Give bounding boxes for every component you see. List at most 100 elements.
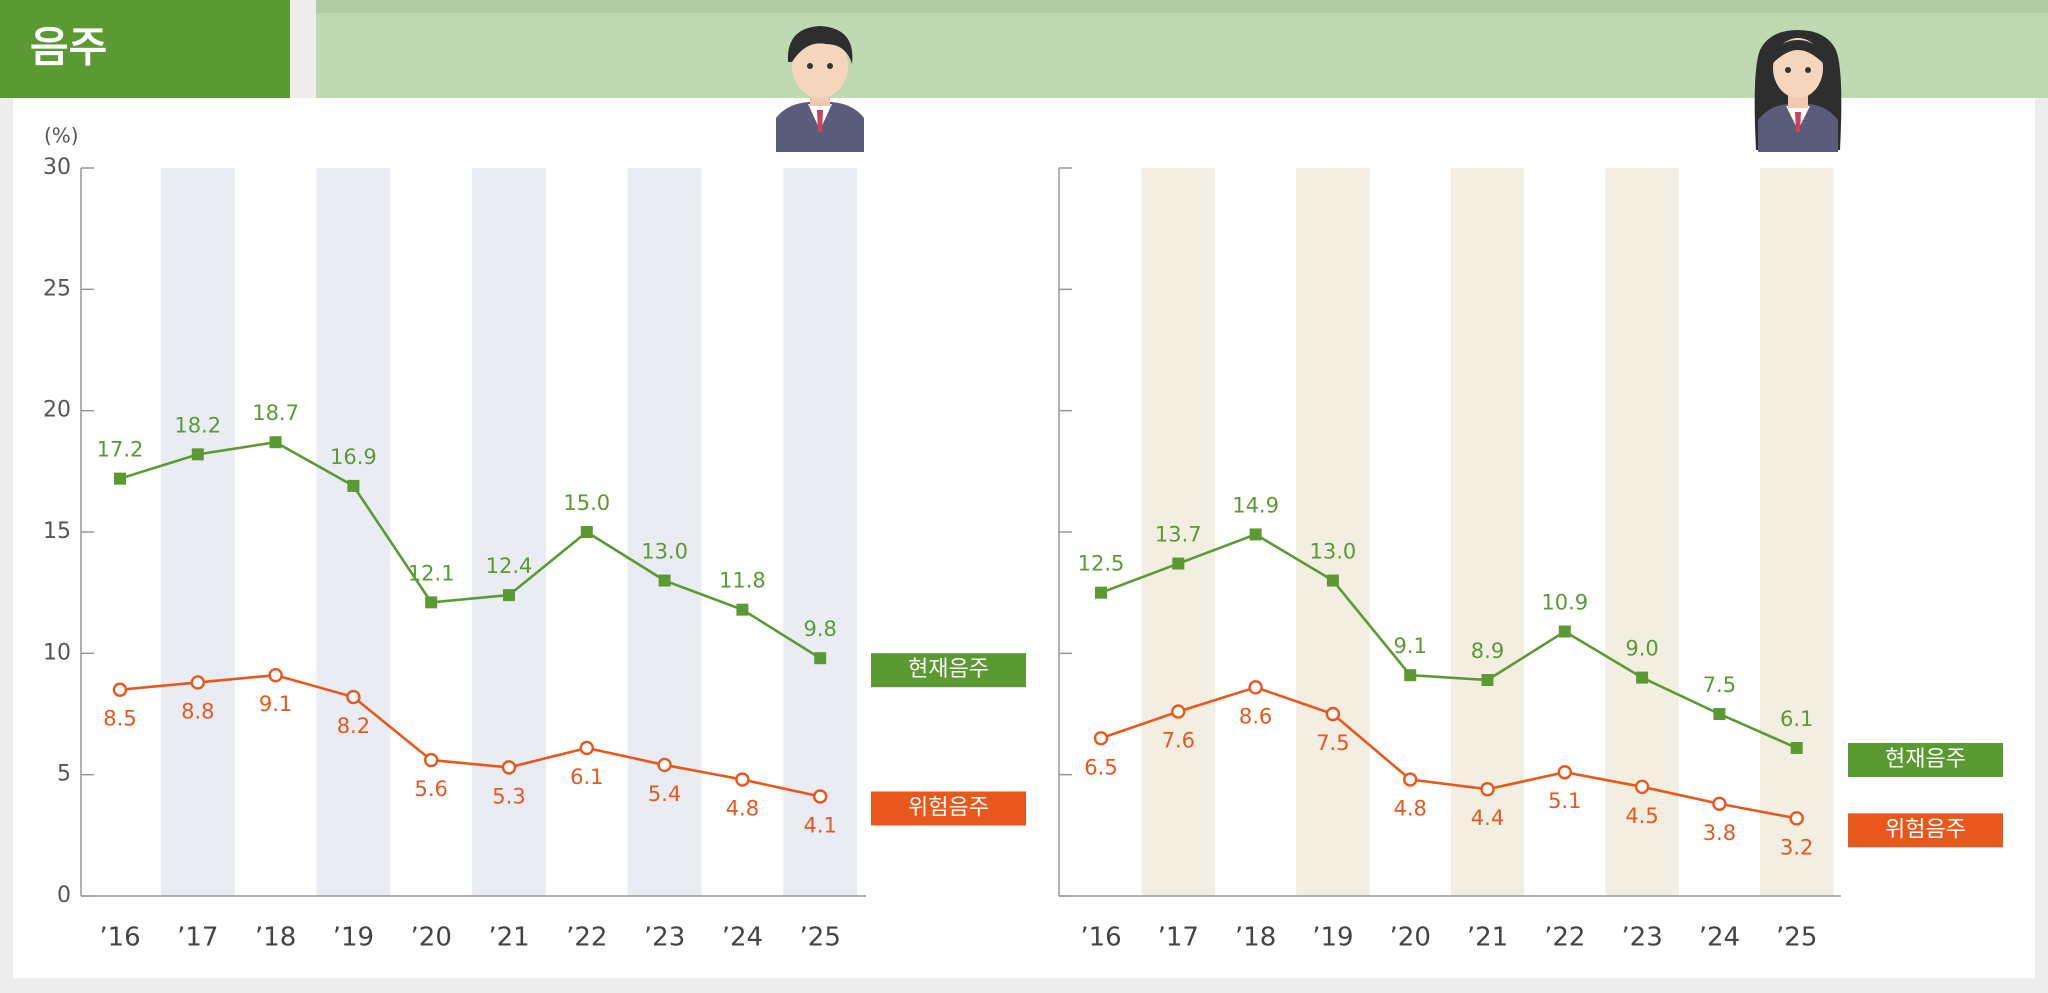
y-tick-label: 10	[43, 640, 71, 665]
point	[425, 596, 438, 609]
x-tick-label: ’18	[255, 923, 296, 953]
x-tick-label: ’24	[1699, 923, 1740, 953]
value-label: 13.0	[641, 540, 688, 564]
value-label: 12.1	[408, 561, 455, 585]
value-label: 9.1	[259, 692, 292, 716]
point	[1171, 704, 1186, 719]
value-label: 13.7	[1155, 523, 1202, 547]
x-tick-label: ’22	[1544, 923, 1585, 953]
point	[1790, 741, 1803, 754]
value-label: 3.8	[1703, 821, 1736, 845]
value-label: 14.9	[1232, 493, 1279, 517]
series-line	[119, 440, 821, 660]
point	[1404, 669, 1417, 682]
value-label: 4.8	[726, 797, 759, 821]
value-label: 9.1	[1393, 634, 1426, 658]
value-label: 13.0	[1310, 540, 1357, 564]
value-label: 12.4	[486, 554, 533, 578]
point	[268, 667, 283, 683]
x-tick-label: ’16	[1080, 923, 1121, 953]
value-label: 8.8	[181, 699, 214, 723]
x-tick-label: ’19	[1312, 923, 1353, 953]
series-line	[1100, 532, 1798, 750]
header-strip	[316, 0, 2048, 13]
point	[657, 757, 672, 773]
point	[347, 479, 360, 492]
legend-label: 현재음주	[908, 657, 989, 682]
x-tick-label: ’16	[99, 923, 140, 953]
boy-icon	[776, 26, 864, 152]
point	[814, 652, 827, 665]
y-tick-label: 15	[43, 519, 71, 544]
legend-label: 위험음주	[908, 796, 989, 821]
point	[190, 675, 206, 690]
value-label: 18.7	[252, 401, 299, 425]
y-tick-label: 0	[57, 883, 71, 908]
point	[580, 526, 593, 538]
y-tick-label: 20	[43, 398, 71, 423]
value-label: 4.4	[1471, 806, 1504, 830]
header-title: 음주	[30, 23, 107, 72]
point	[1093, 731, 1109, 746]
column-band	[160, 168, 235, 896]
x-tick-label: ’20	[1390, 923, 1431, 953]
value-label: 12.5	[1078, 552, 1125, 576]
value-label: 5.6	[414, 777, 447, 801]
point	[813, 789, 828, 804]
value-label: 5.1	[1548, 789, 1581, 813]
value-label: 4.8	[1393, 797, 1426, 821]
x-tick-label: ’21	[1467, 923, 1508, 953]
value-label: 3.2	[1780, 835, 1813, 859]
x-tick-label: ’23	[644, 923, 685, 953]
value-label: 9.8	[803, 617, 836, 641]
panel	[13, 98, 2035, 978]
series-line	[119, 673, 821, 798]
value-label: 5.4	[648, 782, 681, 806]
point	[112, 682, 128, 697]
x-tick-label: ’22	[566, 923, 607, 953]
value-label: 8.9	[1471, 639, 1504, 663]
x-tick-label: ’25	[1776, 923, 1817, 953]
point	[1558, 625, 1571, 638]
value-label: 7.5	[1703, 673, 1736, 697]
point	[1634, 779, 1650, 794]
value-label: 4.5	[1625, 804, 1658, 828]
point	[1095, 586, 1107, 599]
value-label: 7.5	[1316, 731, 1349, 755]
x-tick-label: ’23	[1621, 923, 1662, 953]
value-label: 15.0	[563, 491, 610, 515]
point	[579, 740, 594, 756]
y-tick-label: 25	[43, 276, 71, 301]
value-label: 17.2	[97, 438, 144, 462]
point	[191, 448, 204, 461]
value-label: 6.5	[1084, 755, 1117, 779]
y-tick-label: 5	[57, 762, 71, 787]
point	[736, 603, 749, 616]
value-label: 18.2	[174, 413, 221, 437]
point	[1481, 674, 1494, 687]
column-band	[316, 168, 391, 896]
value-label: 8.5	[103, 707, 136, 731]
point	[424, 752, 439, 768]
point	[658, 574, 671, 587]
point	[1326, 574, 1339, 587]
column-band	[1605, 168, 1679, 896]
point	[1172, 557, 1185, 570]
point	[1636, 671, 1649, 684]
point	[1480, 782, 1495, 797]
value-label: 4.1	[803, 814, 836, 838]
legend-box	[871, 653, 1026, 688]
column-band	[1759, 168, 1834, 896]
value-label: 7.6	[1162, 729, 1195, 753]
point	[1557, 765, 1573, 780]
legend-box	[1848, 742, 2003, 777]
legend-label: 위험음주	[1885, 817, 1966, 842]
column-band	[1450, 168, 1525, 896]
y-tick-label: 30	[43, 155, 71, 180]
point	[735, 772, 750, 787]
point	[1402, 772, 1418, 787]
point	[501, 760, 517, 775]
point	[1325, 706, 1341, 722]
value-label: 5.3	[492, 784, 525, 808]
x-tick-label: ’17	[1158, 923, 1199, 953]
